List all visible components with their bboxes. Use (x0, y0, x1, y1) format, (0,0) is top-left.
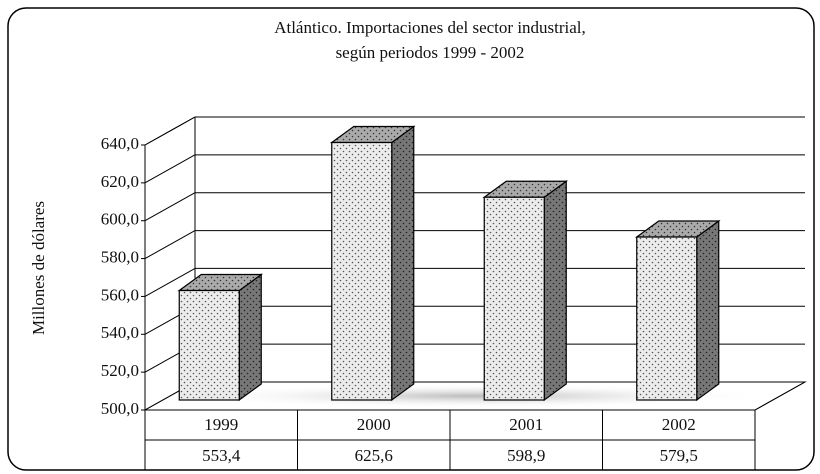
y-tick-label: 560,0 (101, 285, 139, 304)
x-tick-label: 2001 (509, 415, 543, 434)
x-tick-label: 2000 (357, 415, 391, 434)
y-tick-label: 620,0 (101, 172, 139, 191)
bar-side (543, 180, 567, 402)
bar-side (696, 219, 720, 402)
table-line (754, 381, 806, 411)
value-label: 553,4 (202, 446, 241, 465)
y-tick-label: 500,0 (101, 399, 139, 418)
side-grid-line (144, 267, 196, 297)
chart-title: según periodos 1999 - 2002 (336, 43, 525, 62)
side-grid-line (144, 116, 196, 146)
floor-shadow (175, 384, 775, 408)
bar (331, 141, 393, 401)
y-tick-label: 540,0 (101, 323, 139, 342)
bar-side (238, 273, 262, 402)
y-tick-label: 640,0 (101, 134, 139, 153)
bar (178, 289, 240, 401)
chart-title: Atlántico. Importaciones del sector indu… (274, 18, 586, 37)
y-axis-label: Millones de dólares (29, 201, 48, 335)
y-tick-label: 520,0 (101, 361, 139, 380)
y-tick-label: 580,0 (101, 247, 139, 266)
side-grid-line (144, 154, 196, 184)
y-tick-label: 600,0 (101, 210, 139, 229)
bar (636, 236, 698, 401)
value-label: 625,6 (355, 446, 393, 465)
bar (483, 196, 545, 401)
side-grid-line (144, 192, 196, 222)
value-label: 598,9 (507, 446, 545, 465)
x-tick-label: 1999 (204, 415, 238, 434)
value-label: 579,5 (660, 446, 698, 465)
side-grid-line (144, 230, 196, 260)
x-tick-label: 2002 (662, 415, 696, 434)
bar-side (391, 125, 415, 402)
